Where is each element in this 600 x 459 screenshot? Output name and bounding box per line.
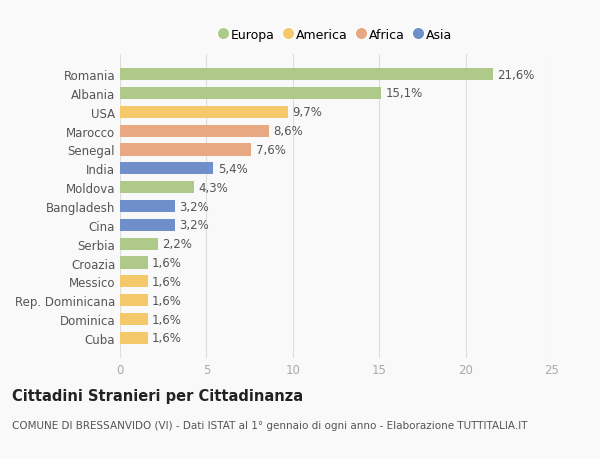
- Text: 7,6%: 7,6%: [256, 144, 286, 157]
- Text: 8,6%: 8,6%: [273, 125, 302, 138]
- Text: 1,6%: 1,6%: [152, 275, 182, 288]
- Text: 21,6%: 21,6%: [497, 68, 535, 81]
- Bar: [120, 88, 381, 100]
- Text: 1,6%: 1,6%: [152, 257, 182, 269]
- Legend: Europa, America, Africa, Asia: Europa, America, Africa, Asia: [216, 25, 456, 45]
- Text: 3,2%: 3,2%: [179, 219, 209, 232]
- Bar: [120, 69, 493, 81]
- Bar: [120, 219, 175, 231]
- Text: 3,2%: 3,2%: [179, 200, 209, 213]
- Bar: [120, 257, 148, 269]
- Bar: [120, 201, 175, 213]
- Text: COMUNE DI BRESSANVIDO (VI) - Dati ISTAT al 1° gennaio di ogni anno - Elaborazion: COMUNE DI BRESSANVIDO (VI) - Dati ISTAT …: [12, 420, 527, 430]
- Bar: [120, 182, 194, 194]
- Bar: [120, 144, 251, 156]
- Bar: [120, 276, 148, 288]
- Text: 1,6%: 1,6%: [152, 294, 182, 307]
- Text: Cittadini Stranieri per Cittadinanza: Cittadini Stranieri per Cittadinanza: [12, 388, 303, 403]
- Bar: [120, 106, 287, 119]
- Text: 1,6%: 1,6%: [152, 313, 182, 326]
- Bar: [120, 332, 148, 344]
- Bar: [120, 313, 148, 325]
- Bar: [120, 125, 269, 137]
- Text: 15,1%: 15,1%: [385, 87, 422, 100]
- Text: 9,7%: 9,7%: [292, 106, 322, 119]
- Text: 1,6%: 1,6%: [152, 332, 182, 345]
- Text: 4,3%: 4,3%: [199, 181, 229, 194]
- Bar: [120, 163, 214, 175]
- Text: 2,2%: 2,2%: [163, 238, 192, 251]
- Bar: [120, 294, 148, 307]
- Bar: [120, 238, 158, 250]
- Text: 5,4%: 5,4%: [218, 162, 247, 175]
